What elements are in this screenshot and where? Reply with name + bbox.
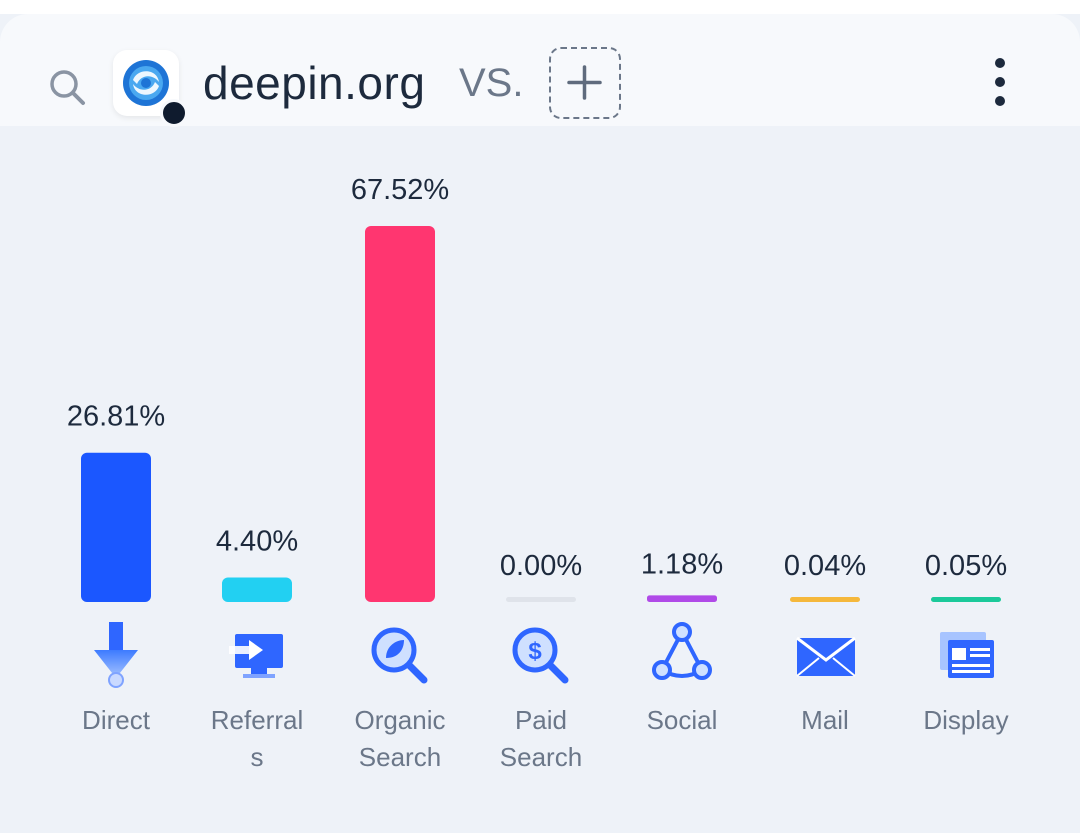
traffic-chart: 26.81% 4.40% 67.52% 0.00% 1.18% 0.04% 0.05% $ … [0,126,1080,833]
category-label: Display [896,702,1036,739]
vs-label: VS. [459,61,524,105]
category-label-line: Organic [354,705,446,735]
value-label: 26.81% [67,401,165,433]
more-vertical-icon[interactable] [980,54,1020,110]
svg-text:$: $ [528,638,542,665]
paid-search-icon: $ [501,616,581,696]
organic-search-icon [360,616,440,696]
bar-referrals [222,577,292,602]
category-label-line: Referral [210,705,304,735]
social-share-icon [642,616,722,696]
category-label-line: Search [499,742,583,772]
domain-title: deepin.org [203,57,426,109]
referral-monitor-icon [217,616,297,696]
category-label-line: s [250,742,264,772]
category-label-line: Search [358,742,442,772]
category-label-line: Paid [514,705,568,735]
category-label: Referral s [187,702,327,776]
value-label: 0.05% [925,550,1007,582]
category-label-line: Social [646,705,718,735]
top-strip [0,0,1080,14]
arrow-down-icon [76,616,156,696]
status-dot [160,99,188,127]
value-label: 1.18% [641,548,723,580]
bar-direct [81,452,151,602]
bar-paid-search [506,597,576,602]
category-label-line: Mail [801,705,849,735]
value-label: 0.04% [784,550,866,582]
category-label-line: Direct [82,705,150,735]
value-label: 67.52% [351,174,449,206]
category-label: Mail [755,702,895,739]
bar-mail [790,597,860,602]
category-label: Organic Search [330,702,470,776]
bar-display [931,597,1001,602]
mail-icon [785,616,865,696]
category-label: Social [612,702,752,739]
category-label-line: Display [923,705,1009,735]
deepin-swirl-icon [123,60,169,106]
category-label: Paid Search [471,702,611,776]
bar-chart: 26.81% 4.40% 67.52% 0.00% 1.18% 0.04% 0.05% [67,174,1007,602]
add-competitor-button[interactable] [549,47,621,119]
category-label: Direct [46,702,186,739]
bar-social [647,595,717,602]
display-ad-icon [926,616,1006,696]
header-bar: deepin.org VS. [0,14,1080,127]
value-label: 4.40% [216,525,298,557]
bar-organic-search [365,226,435,602]
value-label: 0.00% [500,550,582,582]
plus-icon [567,65,602,100]
search-icon[interactable] [44,64,90,110]
